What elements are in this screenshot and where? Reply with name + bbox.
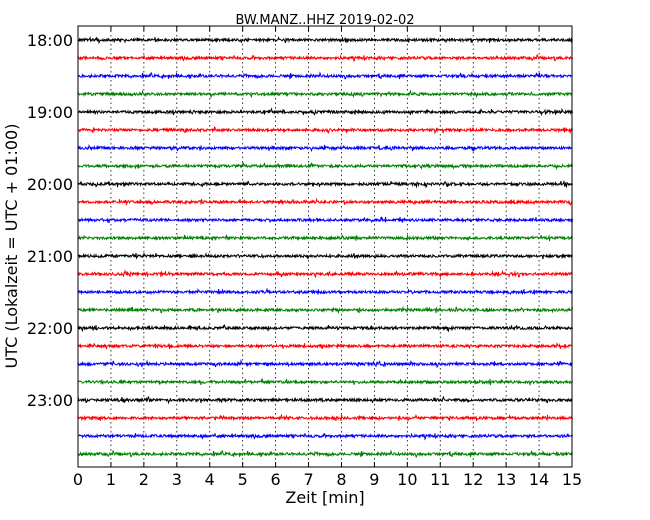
trace-line <box>77 89 573 99</box>
y-axis-label: UTC (Lokalzeit = UTC + 01:00) <box>2 124 21 369</box>
trace-line <box>77 359 573 369</box>
trace-line <box>77 107 573 117</box>
chart-title: BW.MANZ..HHZ 2019-02-02 <box>235 13 414 28</box>
x-tick-label: 13 <box>496 470 516 489</box>
trace-line <box>77 252 573 260</box>
y-tick-label: 23:00 <box>27 391 73 410</box>
trace-line <box>77 35 573 45</box>
traces <box>77 35 573 458</box>
trace-line <box>77 305 573 315</box>
y-tick-label: 18:00 <box>27 31 73 50</box>
trace-line <box>77 216 573 224</box>
trace-line <box>77 143 573 153</box>
trace-line <box>77 287 573 296</box>
x-tick-label: 7 <box>303 470 313 489</box>
trace-line <box>77 268 573 279</box>
x-tick-label: 8 <box>336 470 346 489</box>
trace-line <box>77 197 573 206</box>
y-tick-label: 20:00 <box>27 175 73 194</box>
x-tick-label: 6 <box>271 470 281 489</box>
grid-lines <box>110 26 540 467</box>
trace-line <box>77 342 573 350</box>
trace-line <box>77 54 573 63</box>
trace-line <box>77 449 573 458</box>
x-tick-label: 0 <box>73 470 83 489</box>
x-tick-label: 9 <box>369 470 379 489</box>
x-axis-ticks: 0 1 2 3 4 5 6 7 8 9 10 11 12 13 14 15 <box>73 26 582 489</box>
x-tick-label: 11 <box>430 470 450 489</box>
x-axis-label: Zeit [min] <box>285 488 364 507</box>
trace-line <box>77 125 573 135</box>
trace-line <box>77 71 573 80</box>
x-tick-label: 15 <box>562 470 582 489</box>
trace-line <box>77 432 573 441</box>
trace-line <box>77 234 573 242</box>
trace-line <box>77 395 573 405</box>
y-axis-ticks: 18:00 19:00 20:00 21:00 22:00 23:00 <box>27 31 572 410</box>
y-tick-label: 21:00 <box>27 247 73 266</box>
plot-frame <box>77 25 573 468</box>
trace-line <box>77 324 573 333</box>
x-tick-label: 4 <box>205 470 215 489</box>
trace-line <box>77 162 573 171</box>
x-tick-label: 14 <box>529 470 549 489</box>
y-tick-label: 19:00 <box>27 103 73 122</box>
x-tick-label: 10 <box>397 470 417 489</box>
trace-line <box>77 377 573 387</box>
x-tick-label: 5 <box>238 470 248 489</box>
x-tick-label: 3 <box>172 470 182 489</box>
x-tick-label: 1 <box>106 470 116 489</box>
y-tick-label: 22:00 <box>27 319 73 338</box>
x-tick-label: 12 <box>463 470 483 489</box>
trace-line <box>77 413 573 423</box>
x-tick-label: 2 <box>139 470 149 489</box>
trace-line <box>77 180 573 189</box>
